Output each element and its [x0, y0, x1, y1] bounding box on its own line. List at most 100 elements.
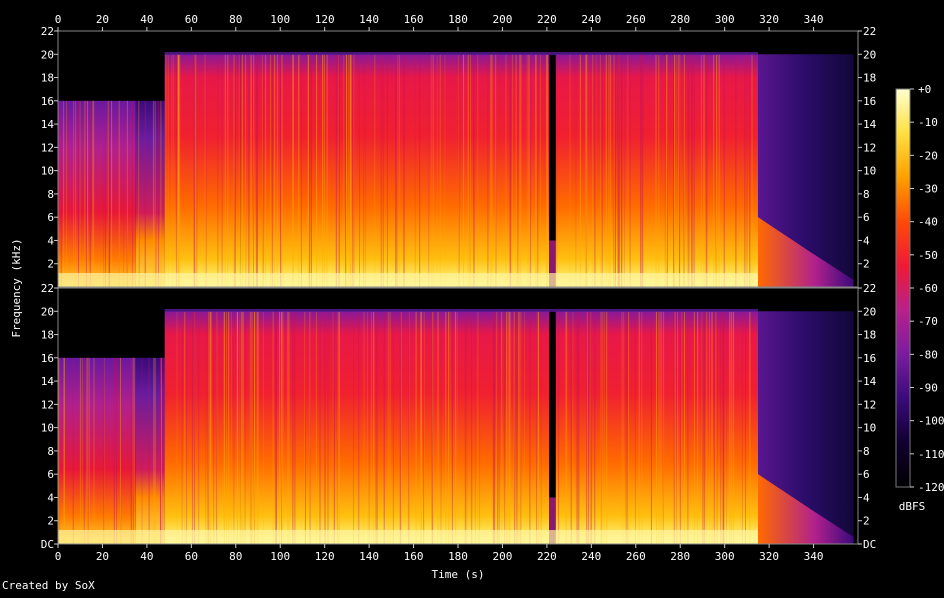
- spectrogram-streak: [420, 311, 422, 544]
- spectrogram-streak: [353, 311, 354, 544]
- spectrogram-streak: [288, 311, 290, 544]
- spectrogram-streak: [701, 311, 703, 544]
- spectrogram-streak: [274, 311, 276, 544]
- spectrogram-streak: [464, 311, 466, 544]
- spectrogram-streak: [526, 54, 528, 287]
- spectrogram-streak: [120, 357, 121, 544]
- spectrogram-streak: [307, 54, 309, 287]
- spectrogram-streak: [504, 311, 506, 544]
- x-tick-label: 320: [759, 13, 779, 26]
- spectrogram-streak: [705, 54, 707, 287]
- spectrogram-streak: [546, 54, 548, 287]
- spectrogram-streak: [253, 54, 254, 287]
- colorbar-ticks: +0 -10 -20 -30 -40 -50 -60 -70 -80 -90 -100 -110 -12…: [910, 83, 944, 494]
- y-tick-label: 14: [863, 118, 877, 131]
- spectrogram-streak: [704, 311, 706, 544]
- y-tick-label: DC: [863, 538, 876, 551]
- colorbar: [895, 88, 911, 488]
- spectrogram-streak: [711, 311, 713, 544]
- spectrogram-hf-edge: [164, 51, 758, 55]
- spectrogram-streak: [673, 311, 675, 544]
- spectrogram-streak: [233, 54, 235, 287]
- spectrogram-streak: [516, 311, 518, 544]
- spectrogram-streak: [79, 357, 81, 544]
- y-tick-label: 2: [47, 515, 54, 528]
- spectrogram-streak: [205, 311, 207, 544]
- spectrogram-streak: [571, 311, 572, 544]
- spectrogram-streak: [445, 311, 447, 544]
- spectrogram-streak: [241, 54, 243, 287]
- spectrogram-streak: [655, 54, 657, 287]
- y-tick-label: 14: [863, 375, 877, 388]
- spectrogram-streak: [706, 311, 708, 544]
- spectrogram-streak: [466, 311, 468, 544]
- spectrogram-streak: [224, 54, 226, 287]
- x-tick-label: 260: [626, 550, 646, 563]
- y-tick-label: 8: [47, 445, 54, 458]
- spectrogram-streak: [83, 357, 85, 544]
- y-tick-label: 14: [41, 375, 55, 388]
- spectrogram-streak: [595, 54, 597, 287]
- spectrogram-streak: [194, 54, 196, 287]
- spectrogram-streak: [116, 357, 118, 544]
- spectrogram-streak: [60, 100, 62, 287]
- colorbar-label: dBFS: [899, 500, 926, 513]
- spectrogram-streak: [684, 311, 685, 544]
- spectrogram-streak: [535, 54, 537, 287]
- y-tick-label: 2: [863, 258, 870, 271]
- spectrogram-streak: [618, 54, 620, 287]
- y-tick-label: 12: [863, 398, 876, 411]
- y-tick-label: 10: [41, 422, 54, 435]
- spectrogram-streak: [640, 54, 642, 287]
- colorbar-tick-label: -70: [918, 315, 938, 328]
- spectrogram-streak: [281, 54, 283, 287]
- spectrogram-streak: [327, 311, 329, 544]
- spectrogram-streak: [118, 100, 120, 287]
- spectrogram-streak: [213, 311, 215, 544]
- y-axis-label: Frequency (kHz): [10, 238, 23, 337]
- spectrogram-streak: [471, 311, 473, 544]
- spectrogram-streak: [620, 54, 622, 287]
- spectrogram-segment: [549, 497, 556, 544]
- x-tick-label: 100: [270, 13, 290, 26]
- y-tick-label: 10: [41, 165, 54, 178]
- spectrogram-streak: [679, 311, 681, 544]
- spectrogram-streak: [251, 311, 253, 544]
- spectrogram-streak: [655, 311, 657, 544]
- spectrogram-streak: [674, 54, 675, 287]
- spectrogram-streak: [349, 54, 351, 287]
- spectrogram-streak: [123, 100, 125, 287]
- x-tick-label: 300: [715, 550, 735, 563]
- spectrogram-streak: [271, 54, 273, 287]
- x-tick-label: 280: [670, 550, 690, 563]
- spectrogram-streak: [572, 311, 574, 544]
- spectrogram-segment: [164, 311, 241, 544]
- spectrogram-streak: [626, 311, 628, 544]
- spectrogram-streak: [408, 311, 410, 544]
- spectrogram-streak: [718, 54, 720, 287]
- spectrogram-streak: [448, 311, 450, 544]
- spectrogram-streak: [683, 54, 685, 287]
- spectrogram-streak: [132, 357, 134, 544]
- spectrogram-streak: [537, 54, 539, 287]
- x-tick-label: 180: [448, 13, 468, 26]
- spectrogram-channel-1: [58, 31, 858, 287]
- spectrogram-streak: [535, 54, 537, 287]
- spectrogram-streak: [130, 357, 132, 544]
- spectrogram-streak: [165, 54, 167, 287]
- spectrogram-streak: [280, 54, 282, 287]
- spectrogram-streak: [195, 54, 197, 287]
- y-tick-label: 12: [41, 141, 54, 154]
- spectrogram-streak: [587, 311, 589, 544]
- spectrogram-streak: [456, 311, 458, 544]
- spectrogram-streak: [86, 357, 88, 544]
- spectrogram-streak: [373, 311, 375, 544]
- spectrogram-streak: [703, 54, 705, 287]
- spectrogram-streak: [463, 54, 464, 287]
- spectrogram-streak: [691, 54, 692, 287]
- spectrogram-streak: [281, 311, 282, 544]
- spectrogram-streak: [280, 54, 282, 287]
- spectrogram-streak: [223, 311, 225, 544]
- spectrogram-streak: [602, 311, 604, 544]
- spectrogram-streak: [261, 54, 263, 287]
